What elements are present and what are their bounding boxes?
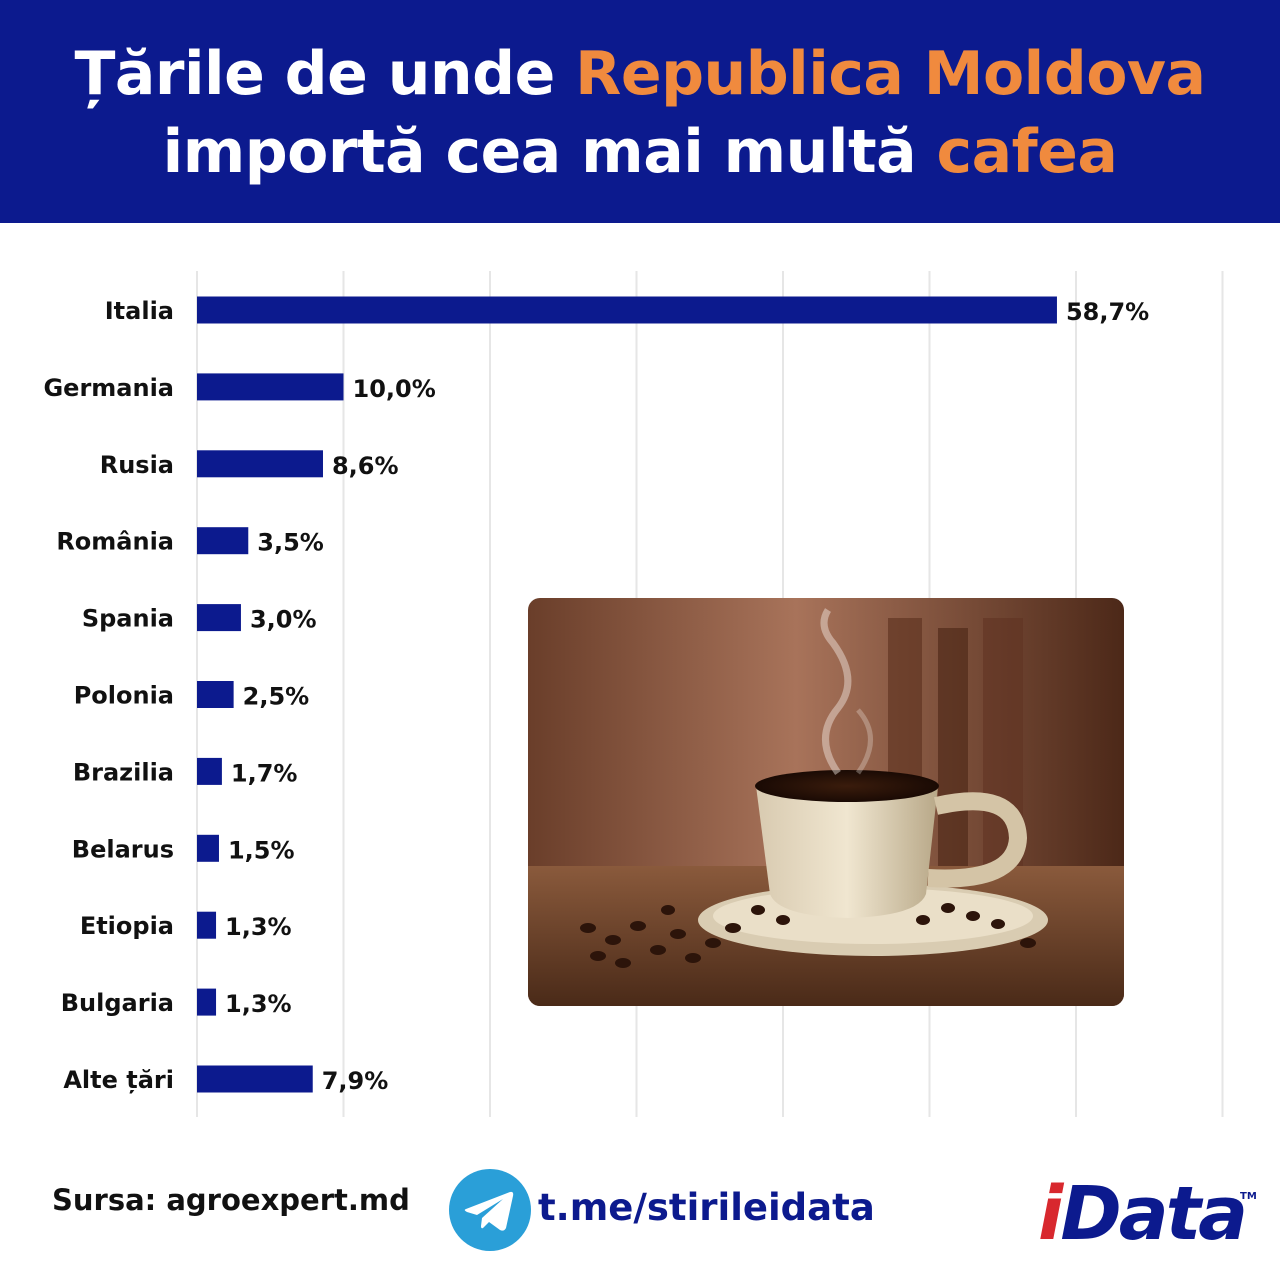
bar-chart: Italia 58,7% Germania 10,0% Rusia 8,6% România… xyxy=(43,271,1224,1117)
title-text: Țările de unde xyxy=(74,39,576,109)
bar xyxy=(197,527,249,555)
bar xyxy=(197,450,323,478)
value-label: 10,0% xyxy=(353,375,436,403)
category-label: Belarus xyxy=(72,835,174,863)
category-label: România xyxy=(56,528,174,556)
category-label: Polonia xyxy=(74,682,174,710)
bar xyxy=(197,911,217,939)
category-label: Rusia xyxy=(100,451,174,479)
value-label: 3,5% xyxy=(257,529,324,557)
telegram-link[interactable]: t.me/stirileidata xyxy=(538,1186,875,1229)
value-label: 1,3% xyxy=(225,990,292,1018)
value-label: 1,7% xyxy=(231,759,298,787)
title-line-1: Țările de unde Republica Moldova xyxy=(0,38,1280,110)
value-label: 1,5% xyxy=(228,836,295,864)
category-label: Germania xyxy=(43,374,174,402)
bar xyxy=(197,834,219,862)
value-label: 7,9% xyxy=(322,1067,389,1095)
bar xyxy=(197,296,1057,324)
bar xyxy=(197,373,344,401)
source-note: Sursa: agroexpert.md xyxy=(52,1183,410,1217)
bar xyxy=(197,604,241,632)
value-label: 8,6% xyxy=(332,452,399,480)
telegram-icon[interactable] xyxy=(448,1168,532,1252)
bar xyxy=(197,988,217,1016)
category-label: Brazilia xyxy=(73,758,174,786)
value-label: 1,3% xyxy=(225,913,292,941)
idata-logo: iData TM xyxy=(1036,1163,1257,1257)
category-label: Italia xyxy=(105,297,174,325)
value-label: 58,7% xyxy=(1066,298,1149,326)
value-label: 3,0% xyxy=(250,606,317,634)
category-label: Etiopia xyxy=(80,912,174,940)
coffee-cup-photo xyxy=(528,598,1124,1006)
header-banner: Țările de unde Republica Moldova importă… xyxy=(0,0,1280,223)
bar xyxy=(197,681,234,708)
bar xyxy=(197,1065,313,1093)
category-label: Alte țări xyxy=(63,1066,174,1094)
category-label: Bulgaria xyxy=(61,989,174,1017)
title-accent: cafea xyxy=(936,117,1118,187)
svg-text:TM: TM xyxy=(1240,1191,1256,1202)
title-line-2: importă cea mai multă cafea xyxy=(0,116,1280,188)
bar xyxy=(197,757,222,785)
title-accent: Republica Moldova xyxy=(575,39,1206,109)
category-label: Spania xyxy=(82,605,174,633)
title-text: importă cea mai multă xyxy=(162,117,937,187)
svg-text:iData: iData xyxy=(1038,1171,1245,1253)
value-label: 2,5% xyxy=(243,683,310,711)
